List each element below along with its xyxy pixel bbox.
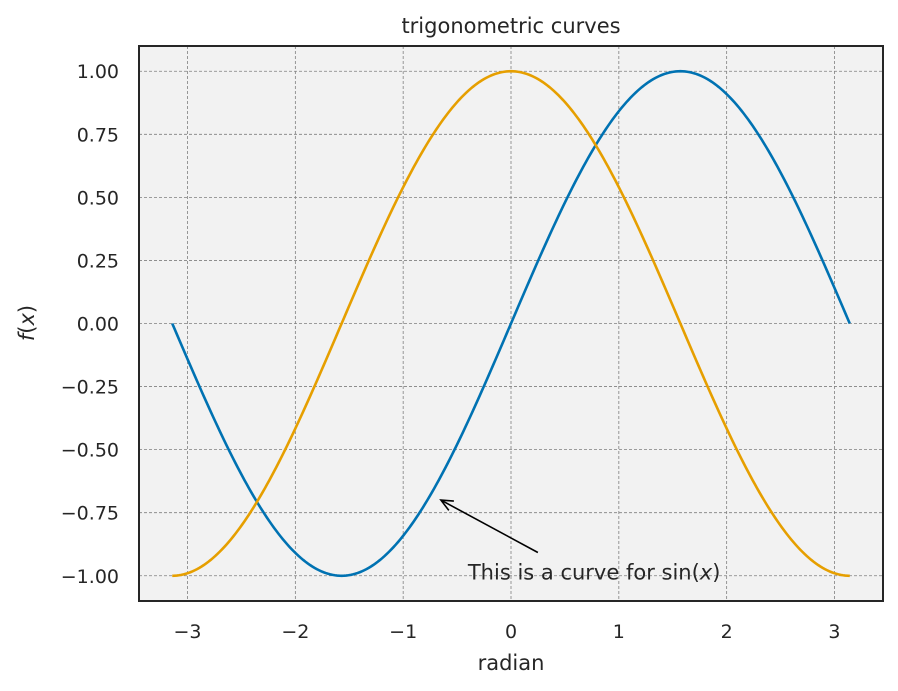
chart-title: trigonometric curves (401, 14, 620, 38)
y-tick-label: 0.25 (77, 250, 119, 272)
y-tick-label: 1.00 (77, 61, 119, 83)
y-tick-label: −1.00 (61, 566, 119, 588)
x-axis-label: radian (478, 651, 545, 675)
annotation-text-suffix: ) (712, 561, 720, 585)
annotation-text-var: x (699, 561, 713, 585)
x-tick-label: 1 (613, 621, 625, 643)
x-tick-label: −1 (389, 621, 417, 643)
y-tick-labels: −1.00 −0.75 −0.50 −0.25 0.00 0.25 0.50 0.75 1.00 (61, 61, 119, 588)
x-tick-label: 3 (828, 621, 840, 643)
y-tick-label: −0.25 (61, 377, 119, 399)
y-tick-label: 0.75 (77, 124, 119, 146)
y-axis-label-close: ) (15, 305, 39, 313)
y-tick-label: 0.00 (77, 314, 119, 336)
y-axis-label: f(x) (15, 305, 39, 341)
annotation-text: This is a curve for sin(x) (467, 561, 721, 585)
y-tick-label: 0.50 (77, 187, 119, 209)
x-tick-label: −2 (281, 621, 309, 643)
y-axis-label-open: ( (15, 326, 39, 334)
x-tick-label: 2 (721, 621, 733, 643)
x-tick-label: 0 (505, 621, 517, 643)
y-tick-label: −0.75 (61, 503, 119, 525)
chart: −3 −2 −1 0 1 2 3 −1.00 −0.75 −0.50 −0.25 0.00 0.25 0… (0, 0, 898, 691)
x-tick-label: −3 (174, 621, 202, 643)
annotation-text-prefix: This is a curve for sin( (467, 561, 700, 585)
y-tick-label: −0.50 (61, 440, 119, 462)
y-axis-label-var: x (15, 313, 39, 327)
x-tick-labels: −3 −2 −1 0 1 2 3 (174, 621, 841, 643)
